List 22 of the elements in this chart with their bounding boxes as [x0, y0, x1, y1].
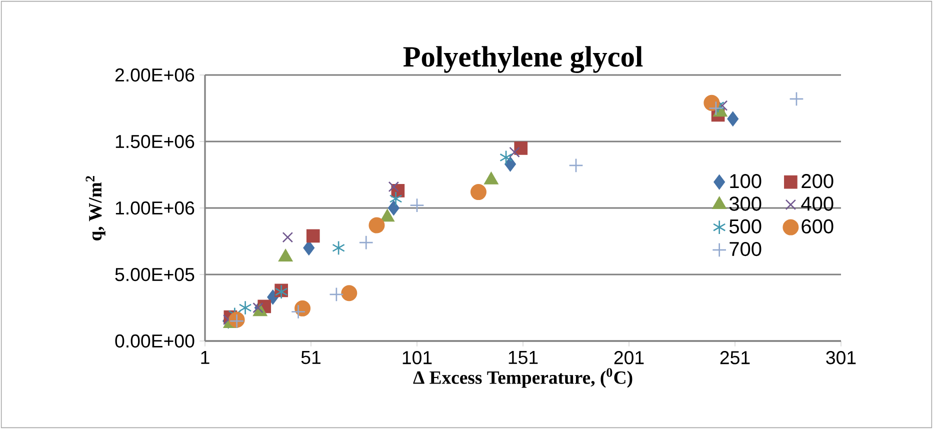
y-tick-label: 0.00E+00 [115, 334, 194, 348]
x-tick-label: 301 [826, 351, 856, 364]
x-tick-label: 1 [201, 351, 210, 364]
x-tick-label: 201 [614, 351, 644, 364]
y-axis-title: q, W/m$^{2}$ [86, 176, 106, 240]
legend-label: 700 [730, 242, 762, 256]
legend-label: 200 [802, 174, 834, 188]
x-axis-title: Δ Excess Temperature, ($^{0}$C) [413, 368, 632, 388]
legend-label: 600 [802, 219, 834, 234]
x-tick-label: 151 [508, 351, 538, 364]
y-tick-label: 5.00E+05 [115, 268, 194, 282]
legend-label: 400 [801, 196, 834, 211]
y-tick-label: 2.00E+06 [115, 68, 194, 82]
legend-label: 500 [729, 219, 762, 234]
y-tick-label: 1.50E+06 [116, 134, 194, 148]
chart-title: Polyethylene glycol [403, 46, 643, 73]
legend-label: 300 [729, 196, 762, 211]
legend-label: 100 [730, 174, 762, 188]
x-tick-label: 251 [720, 351, 750, 364]
x-tick-label: 51 [301, 351, 320, 364]
x-tick-label: 101 [402, 351, 432, 364]
y-tick-label: 1.00E+06 [116, 201, 194, 215]
